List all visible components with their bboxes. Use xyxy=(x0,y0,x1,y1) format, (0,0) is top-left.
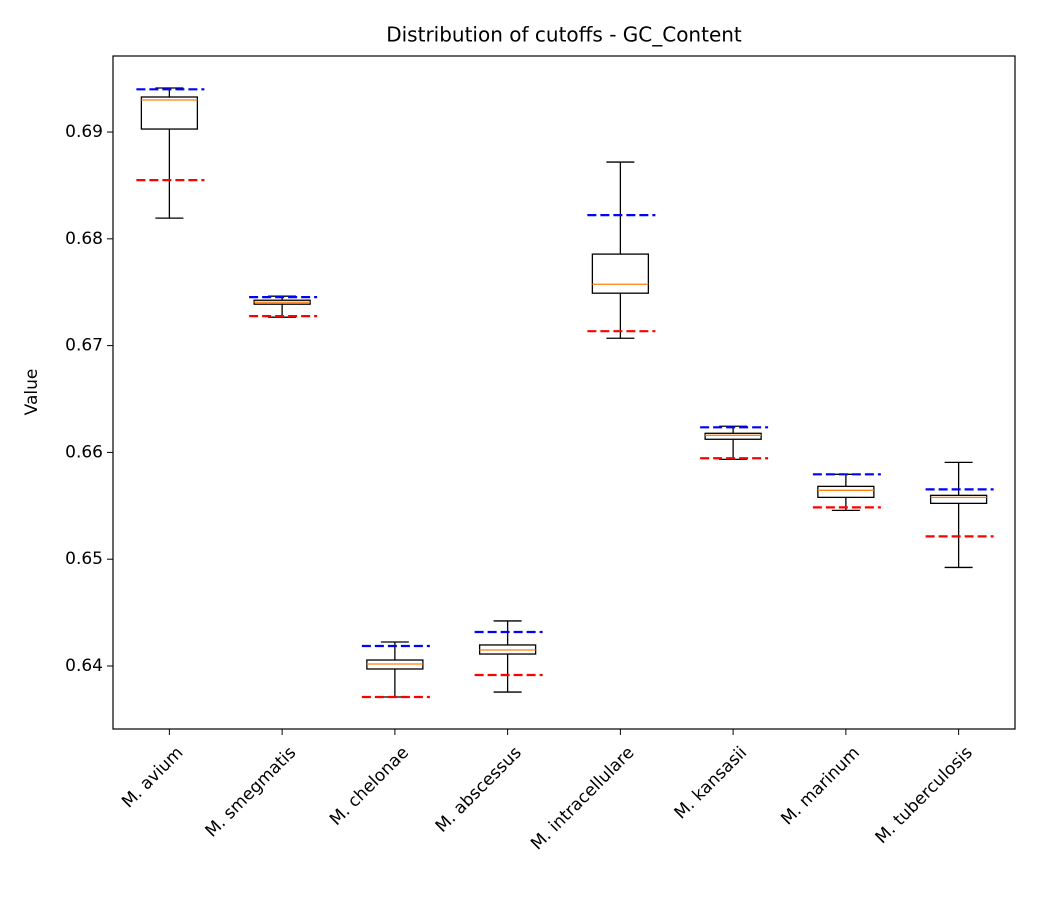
y-tick-label: 0.66 xyxy=(65,442,103,462)
y-tick-label: 0.69 xyxy=(65,122,103,142)
y-tick-label: 0.65 xyxy=(65,549,103,569)
y-tick-label: 0.67 xyxy=(65,336,103,356)
box xyxy=(929,494,988,504)
y-tick-label: 0.64 xyxy=(65,656,103,676)
box xyxy=(704,432,762,440)
chart-title: Distribution of cutoffs - GC_Content xyxy=(386,23,742,47)
y-tick-label: 0.68 xyxy=(65,229,103,249)
y-axis-label: Value xyxy=(22,369,42,416)
box xyxy=(591,253,650,294)
plot-frame xyxy=(112,55,1016,730)
box xyxy=(140,96,199,130)
box xyxy=(817,485,875,499)
